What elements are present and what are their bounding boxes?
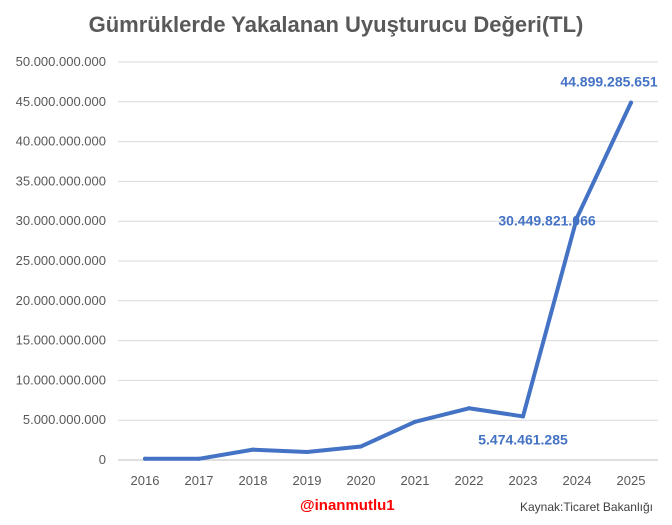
- data-point: [575, 215, 579, 220]
- y-tick-label: 40.000.000.000: [16, 134, 106, 149]
- y-tick-label: 25.000.000.000: [16, 253, 106, 268]
- y-tick-label: 0: [99, 452, 106, 467]
- data-point: [251, 447, 255, 452]
- y-tick-label: 50.000.000.000: [16, 54, 106, 69]
- y-tick-label: 30.000.000.000: [16, 213, 106, 228]
- x-tick-label: 2020: [347, 473, 376, 488]
- y-axis-ticks: 0 5.000.000.000 10.000.000.000 15.000.000.0…: [16, 54, 106, 467]
- series-line: [143, 100, 633, 461]
- data-label: 44.899.285.651: [560, 74, 658, 90]
- y-tick-label: 15.000.000.000: [16, 333, 106, 348]
- watermark-handle: @inanmutlu1: [300, 497, 395, 514]
- y-tick-label: 20.000.000.000: [16, 293, 106, 308]
- data-point: [143, 456, 147, 461]
- gridlines: [118, 61, 658, 461]
- data-point: [629, 100, 633, 105]
- data-label: 30.449.821.066: [498, 213, 596, 229]
- chart-title: Gümrüklerde Yakalanan Uyuşturucu Değeri(…: [88, 12, 584, 37]
- data-point: [197, 456, 201, 461]
- x-tick-label: 2024: [563, 473, 592, 488]
- data-point: [359, 444, 363, 449]
- x-axis-ticks: 2016 2017 2018 2019 2020 2021 2022 2023 2024 2025: [131, 473, 646, 488]
- y-tick-label: 10.000.000.000: [16, 372, 106, 387]
- data-point: [467, 406, 471, 411]
- series-line-layer: [143, 100, 633, 461]
- data-point: [305, 450, 309, 455]
- x-tick-label: 2025: [617, 473, 646, 488]
- x-tick-label: 2016: [131, 473, 160, 488]
- x-tick-label: 2019: [293, 473, 322, 488]
- x-tick-label: 2022: [455, 473, 484, 488]
- data-point: [413, 419, 417, 424]
- y-tick-label: 5.000.000.000: [23, 412, 106, 427]
- data-labels: 5.474.461.285 30.449.821.066 44.899.285.65…: [478, 74, 658, 448]
- x-tick-label: 2017: [185, 473, 214, 488]
- x-tick-label: 2021: [401, 473, 430, 488]
- y-tick-label: 45.000.000.000: [16, 94, 106, 109]
- y-tick-label: 35.000.000.000: [16, 173, 106, 188]
- data-point: [521, 414, 525, 419]
- source-note: Kaynak:Ticaret Bakanlığı: [520, 500, 653, 514]
- data-label: 5.474.461.285: [478, 431, 568, 447]
- x-tick-label: 2018: [239, 473, 268, 488]
- x-tick-label: 2023: [509, 473, 538, 488]
